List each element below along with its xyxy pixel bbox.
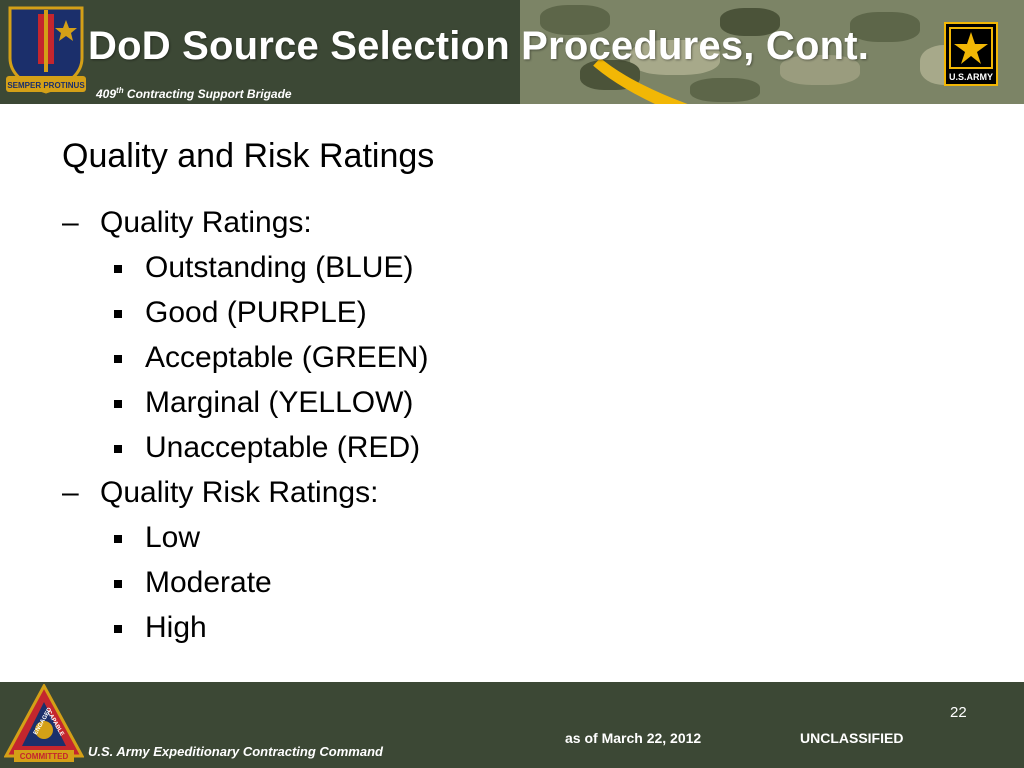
list-item-text: Low — [145, 521, 201, 554]
square-bullet-icon — [114, 355, 122, 363]
list-item-text: High — [145, 611, 207, 644]
square-bullet-icon — [114, 265, 122, 273]
us-army-star-icon: U.S.ARMY — [944, 22, 998, 86]
slide-heading: Quality and Risk Ratings — [62, 137, 435, 175]
crest-text-bottom: COMMITTED — [20, 752, 69, 761]
square-bullet-icon — [114, 400, 122, 408]
brigade-ordinal: th — [116, 86, 124, 95]
square-bullet-icon — [114, 580, 122, 588]
page-number: 22 — [950, 704, 967, 721]
list-item-text: Quality Risk Ratings: — [100, 476, 379, 509]
brigade-name: Contracting Support Brigade — [123, 87, 292, 101]
list-item-text: Quality Ratings: — [100, 206, 312, 239]
brigade-crest-icon: SEMPER PROTINUS — [6, 6, 86, 94]
brigade-number: 409 — [96, 87, 117, 101]
list-item-text: Outstanding (BLUE) — [145, 251, 414, 284]
list-item-text: Acceptable (GREEN) — [145, 341, 429, 374]
as-of-date: as of March 22, 2012 — [565, 730, 702, 746]
list-item-text: Marginal (YELLOW) — [145, 386, 414, 419]
army-logo-text: U.S.ARMY — [949, 72, 993, 82]
dash-marker: – — [62, 206, 79, 239]
classification-label: UNCLASSIFIED — [800, 730, 904, 746]
brigade-subtitle: 409th Contracting Support Brigade — [96, 86, 292, 101]
list-item-text: Good (PURPLE) — [145, 296, 367, 329]
slide-header — [0, 0, 1024, 104]
slide-footer — [0, 682, 1024, 768]
list-item-text: Moderate — [145, 566, 272, 599]
camouflage-pattern — [520, 0, 1024, 104]
crest-motto: SEMPER PROTINUS — [7, 81, 85, 90]
dash-marker: – — [62, 476, 79, 509]
square-bullet-icon — [114, 445, 122, 453]
square-bullet-icon — [114, 310, 122, 318]
command-crest-icon: ENGAGED CAPABLE COMMITTED — [4, 684, 84, 762]
square-bullet-icon — [114, 535, 122, 543]
square-bullet-icon — [114, 625, 122, 633]
slide-title: DoD Source Selection Procedures, Cont. — [88, 24, 870, 68]
list-item-text: Unacceptable (RED) — [145, 431, 421, 464]
organization-name: U.S. Army Expeditionary Contracting Comm… — [88, 744, 383, 759]
